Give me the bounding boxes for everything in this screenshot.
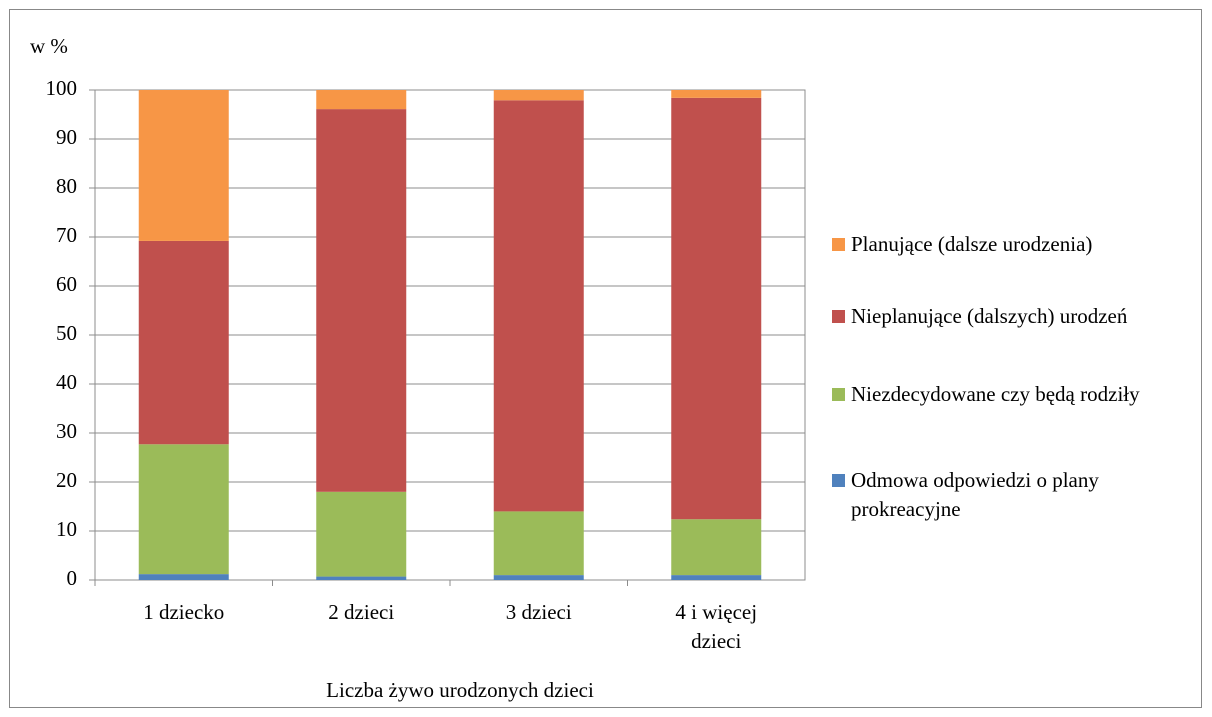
y-tick-label: 50 — [56, 321, 77, 345]
bar-segment — [493, 90, 584, 101]
y-axis-label: w % — [30, 34, 68, 58]
bar-segment — [493, 575, 584, 580]
bar-segment — [671, 575, 762, 580]
x-tick-label: 2 dzieci — [328, 600, 395, 624]
bar-segment — [316, 576, 407, 580]
legend-item: Planujące (dalsze urodzenia) — [832, 230, 1197, 259]
legend-item: Odmowa odpowiedzi o plany prokreacyjne — [832, 466, 1197, 524]
legend-item: Nieplanujące (dalszych) urodzeń — [832, 302, 1197, 331]
y-tick-label: 70 — [56, 223, 77, 247]
legend-label: Odmowa odpowiedzi o plany prokreacyjne — [851, 468, 1099, 521]
y-tick-label: 90 — [56, 125, 77, 149]
y-tick-label: 0 — [67, 566, 78, 590]
bar-segment — [671, 519, 762, 576]
bar-segment — [138, 444, 229, 575]
bar-segment — [493, 100, 584, 512]
legend-swatch — [832, 388, 845, 401]
bar-segment — [493, 511, 584, 576]
legend-item: Niezdecydowane czy będą rodziły — [832, 380, 1197, 409]
legend-swatch — [832, 474, 845, 487]
bar-segment — [138, 574, 229, 580]
legend-swatch — [832, 310, 845, 323]
x-tick-label: 3 dzieci — [505, 600, 572, 624]
y-tick-label: 10 — [56, 517, 77, 541]
y-tick-label: 60 — [56, 272, 77, 296]
bar-segment — [316, 109, 407, 492]
x-axis-label: Liczba żywo urodzonych dzieci — [326, 678, 594, 702]
chart-frame — [9, 9, 1202, 708]
legend-label: Nieplanujące (dalszych) urodzeń — [851, 304, 1128, 328]
bar-segment — [316, 90, 407, 110]
y-tick-label: 100 — [46, 76, 78, 100]
bar-segment — [138, 90, 229, 241]
bar-segment — [316, 491, 407, 577]
x-tick-label: 4 i więcej dzieci — [675, 600, 758, 653]
bar-segment — [671, 90, 762, 98]
legend-swatch — [832, 238, 845, 251]
legend-label: Planujące (dalsze urodzenia) — [851, 232, 1093, 256]
y-tick-label: 20 — [56, 468, 77, 492]
y-tick-label: 80 — [56, 174, 77, 198]
y-tick-label: 30 — [56, 419, 77, 443]
y-tick-label: 40 — [56, 370, 77, 394]
bar-segment — [138, 240, 229, 445]
legend-label: Niezdecydowane czy będą rodziły — [851, 382, 1140, 406]
bar-segment — [671, 97, 762, 520]
x-tick-label: 1 dziecko — [143, 600, 225, 624]
